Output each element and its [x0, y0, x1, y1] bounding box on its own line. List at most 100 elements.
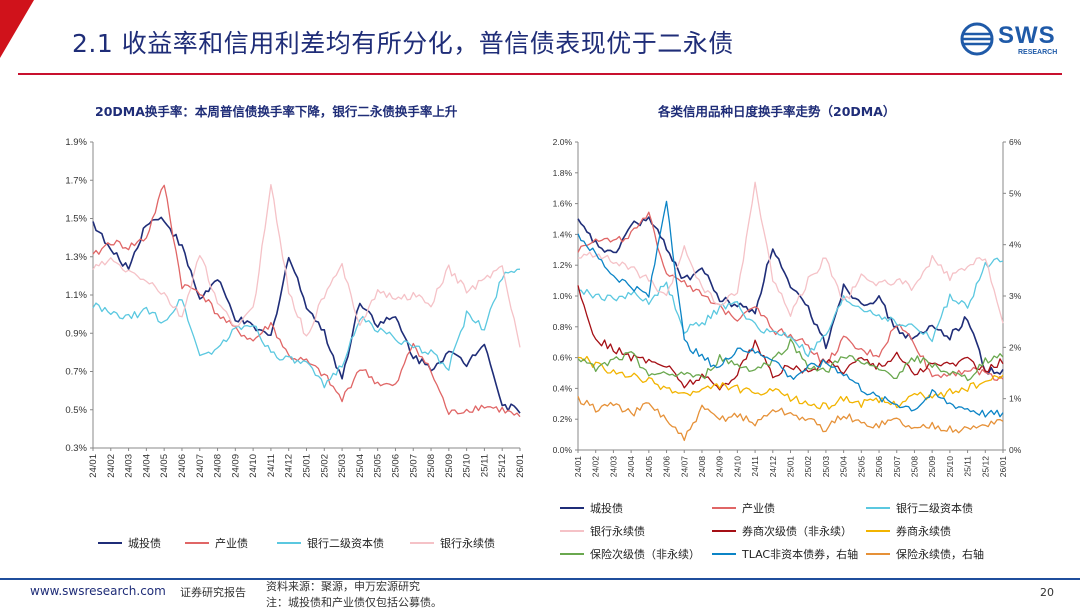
y-tick-label: 1.3%: [65, 252, 87, 263]
y-right-tick-label: 5%: [1009, 188, 1022, 198]
logo-sub: RESEARCH: [1018, 49, 1058, 56]
y-tick-label: 0.3%: [65, 443, 87, 454]
x-tick-label: 24/08: [213, 454, 224, 478]
x-tick-label: 25/07: [408, 454, 419, 478]
y-tick-label: 1.2%: [553, 260, 573, 270]
x-tick-label: 25/11: [963, 456, 973, 477]
x-tick-label: 26/01: [515, 454, 526, 478]
series-line-2: [92, 184, 521, 418]
y-right-tick-label: 6%: [1009, 137, 1022, 147]
legend-label-3: 银行二级资本债: [896, 501, 973, 515]
legend-label-1: 城投债: [128, 536, 161, 550]
series-line-4: [92, 184, 521, 348]
footer-source: 资料来源：聚源，申万宏源研究: [266, 580, 420, 593]
x-tick-label: 24/09: [715, 456, 725, 478]
x-tick-label: 24/03: [608, 456, 618, 478]
series-line-6: [577, 355, 1004, 410]
y-tick-label: 0.6%: [553, 353, 573, 363]
y-tick-label: 0.5%: [65, 405, 87, 416]
x-tick-label: 25/12: [497, 454, 508, 478]
y-tick-label: 0.7%: [65, 367, 87, 378]
x-tick-label: 25/07: [892, 456, 902, 478]
x-tick-label: 25/08: [426, 454, 437, 478]
y-tick-label: 1.1%: [65, 290, 87, 301]
x-tick-label: 24/12: [768, 456, 778, 478]
y-right-tick-label: 0%: [1009, 445, 1022, 455]
series-line-4: [578, 181, 1004, 324]
legend-label-2: 产业债: [742, 501, 775, 515]
y-tick-label: 0.0%: [553, 445, 573, 455]
series-line-9: [577, 395, 1004, 442]
slide-title: 2.1 收益率和信用利差均有所分化，普信债表现优于二永债: [72, 29, 734, 58]
x-tick-label: 24/08: [697, 456, 707, 478]
x-tick-label: 24/10: [732, 456, 742, 478]
x-tick-label: 25/05: [373, 454, 384, 478]
x-tick-label: 25/04: [355, 454, 366, 478]
legend-label-2: 产业债: [215, 536, 248, 550]
page-number: 20: [1040, 586, 1054, 599]
legend-label-4: 银行永续债: [590, 524, 645, 538]
x-tick-label: 25/10: [945, 456, 955, 478]
company-logo: SWS RESEARCH: [960, 22, 1060, 62]
x-tick-label: 24/11: [750, 456, 760, 477]
x-tick-label: 24/01: [88, 454, 99, 478]
x-tick-label: 24/05: [644, 456, 654, 478]
y-tick-label: 0.9%: [65, 328, 87, 339]
legend-label-5: 券商次级债（非永续）: [742, 524, 852, 538]
y-tick-label: 1.4%: [553, 229, 573, 239]
x-tick-label: 25/04: [839, 456, 849, 478]
x-tick-label: 24/02: [106, 454, 117, 478]
y-right-tick-label: 4%: [1009, 240, 1022, 250]
y-right-tick-label: 1%: [1009, 394, 1022, 404]
x-tick-label: 24/11: [266, 454, 277, 477]
y-tick-label: 2.0%: [553, 137, 573, 147]
series-line-3: [577, 257, 1004, 358]
x-tick-label: 25/01: [786, 456, 796, 478]
y-tick-label: 1.6%: [553, 199, 573, 209]
y-right-tick-label: 3%: [1009, 291, 1022, 301]
legend-label-1: 城投债: [590, 501, 623, 515]
x-tick-label: 25/03: [337, 454, 348, 478]
y-tick-label: 1.5%: [65, 214, 87, 225]
x-tick-label: 25/10: [462, 454, 473, 478]
series-line-7: [577, 338, 1004, 382]
series-line-5: [577, 285, 1004, 391]
y-tick-label: 0.8%: [553, 322, 573, 332]
x-tick-label: 25/12: [980, 456, 990, 478]
x-tick-label: 24/12: [284, 454, 295, 478]
footer-rule: [0, 578, 1080, 580]
y-tick-label: 1.7%: [65, 175, 87, 186]
x-tick-label: 26/01: [998, 456, 1008, 478]
x-tick-label: 25/01: [302, 454, 313, 478]
footer-report-type: 证券研究报告: [180, 586, 246, 599]
legend-label-3: 银行二级资本债: [307, 536, 384, 550]
x-tick-label: 25/09: [444, 454, 455, 478]
x-tick-label: 24/03: [124, 454, 135, 478]
corner-accent: [0, 0, 34, 58]
y-tick-label: 1.9%: [65, 137, 87, 148]
x-tick-label: 25/05: [856, 456, 866, 478]
x-tick-label: 25/06: [390, 454, 401, 478]
x-tick-label: 24/10: [248, 454, 259, 478]
series-line-1: [577, 216, 1004, 375]
x-tick-label: 24/02: [591, 456, 601, 478]
chart2-title: 各类信用品种日度换手率走势（20DMA）: [658, 104, 896, 119]
footer-website[interactable]: www.swsresearch.com: [30, 584, 166, 598]
x-tick-label: 25/03: [821, 456, 831, 478]
x-tick-label: 24/04: [141, 454, 152, 478]
series-line-3: [92, 268, 521, 389]
legend-label-4: 银行永续债: [440, 536, 495, 550]
x-tick-label: 24/04: [626, 456, 636, 478]
x-tick-label: 24/09: [230, 454, 241, 478]
x-tick-label: 25/02: [319, 454, 330, 478]
series-line-2: [577, 211, 1004, 381]
x-tick-label: 24/06: [662, 456, 672, 478]
legend-label-6: 券商永续债: [896, 524, 951, 538]
legend-label-9: 保险永续债，右轴: [896, 547, 984, 561]
title-rule: [18, 73, 1062, 75]
x-tick-label: 24/05: [159, 454, 170, 478]
chart1-title: 20DMA换手率：本周普信债换手率下降，银行二永债换手率上升: [95, 104, 458, 119]
series-line-1: [92, 216, 521, 414]
x-tick-label: 25/02: [803, 456, 813, 478]
